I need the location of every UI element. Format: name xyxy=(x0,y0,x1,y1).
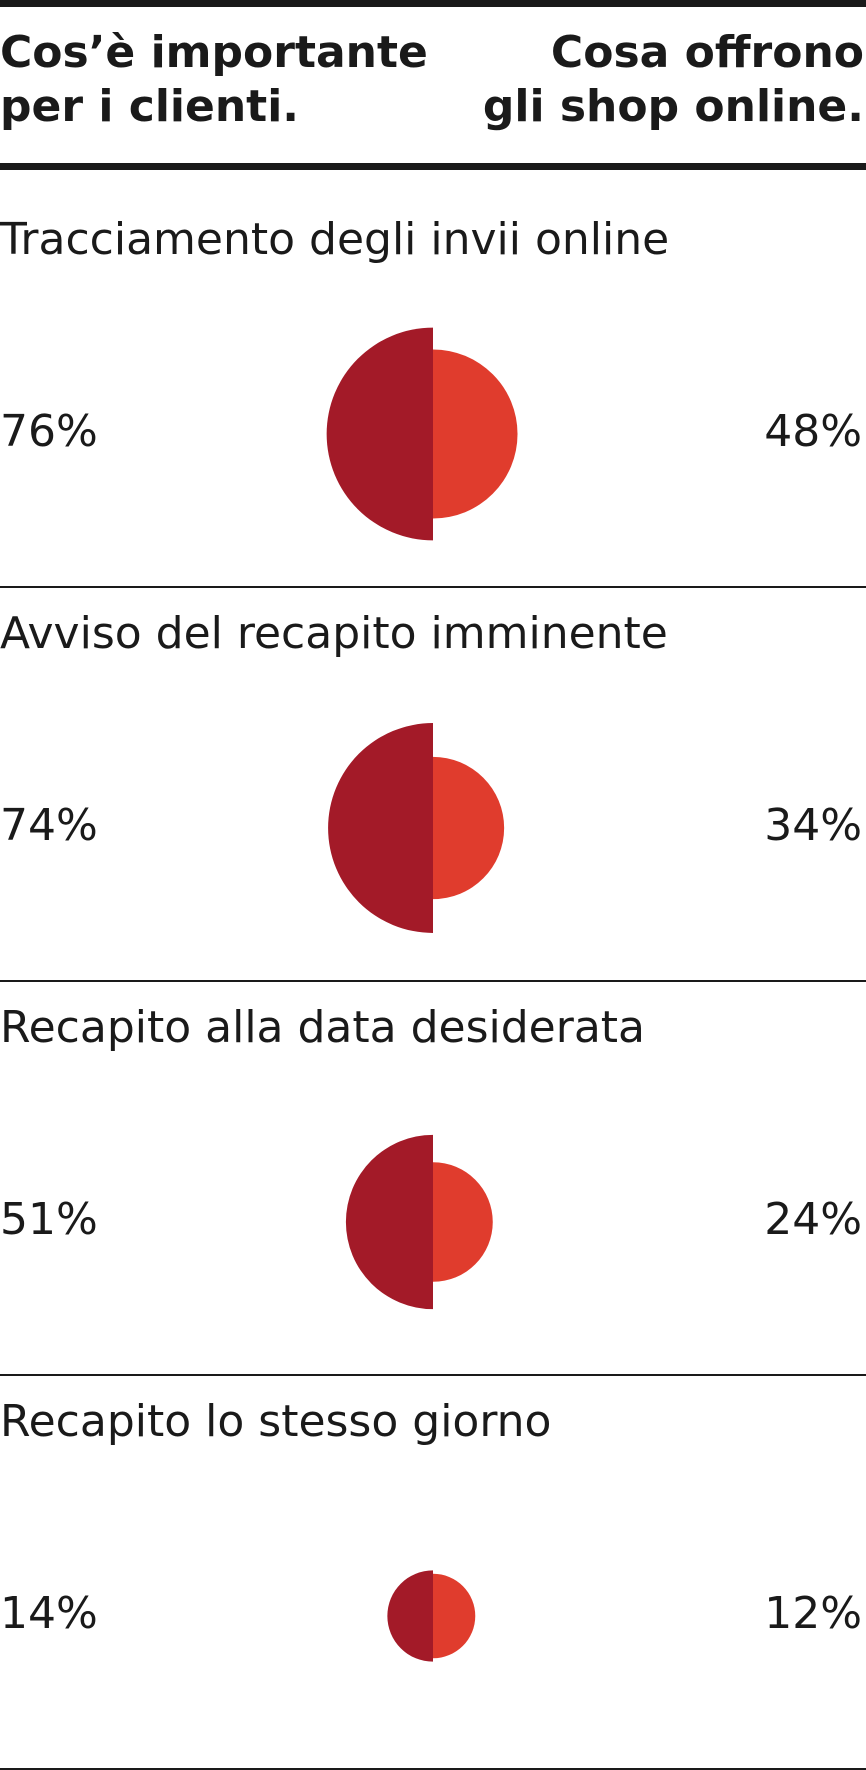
customers-half-circle xyxy=(345,1134,433,1310)
row-divider xyxy=(0,980,866,982)
customers-half-circle xyxy=(328,723,433,933)
header-customers: Cos’è importante per i clienti. xyxy=(0,27,428,132)
customers-value-label: 74% xyxy=(0,800,98,851)
category-label: Tracciamento degli invii online xyxy=(0,214,670,265)
shops-half-circle xyxy=(433,349,518,519)
half-circle-pair xyxy=(345,1134,493,1310)
half-circle-pair xyxy=(387,1570,476,1662)
category-label: Avviso del recapito imminente xyxy=(0,608,668,659)
customers-half-circle xyxy=(387,1570,433,1662)
shops-value-label: 12% xyxy=(764,1588,862,1639)
shops-half-circle xyxy=(433,1162,493,1282)
customers-half-circle xyxy=(326,327,433,541)
customers-value-label: 76% xyxy=(0,406,98,457)
row-divider xyxy=(0,586,866,588)
half-circle-pair xyxy=(328,723,505,933)
shops-half-circle xyxy=(433,1573,476,1659)
shops-value-label: 34% xyxy=(764,800,862,851)
half-circle-pair xyxy=(326,327,518,541)
shops-value-label: 48% xyxy=(764,406,862,457)
customers-value-label: 51% xyxy=(0,1194,98,1245)
shops-value-label: 24% xyxy=(764,1194,862,1245)
customers-value-label: 14% xyxy=(0,1588,98,1639)
row-divider xyxy=(0,1374,866,1376)
top-rule xyxy=(0,0,866,7)
shops-half-circle xyxy=(433,756,505,900)
category-label: Recapito lo stesso giorno xyxy=(0,1396,552,1447)
header-shops: Cosa offrono gli shop online. xyxy=(482,27,864,132)
header-rule xyxy=(0,163,866,170)
category-label: Recapito alla data desiderata xyxy=(0,1002,646,1053)
